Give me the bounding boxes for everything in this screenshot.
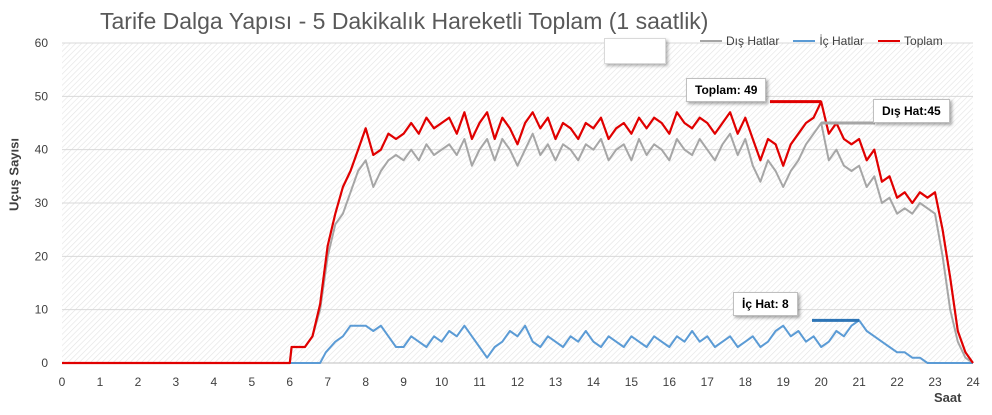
x-tick-label: 4 [210, 375, 217, 389]
y-axis-label: Uçuş Sayısı [4, 125, 22, 225]
x-tick-label: 11 [473, 375, 486, 389]
x-tick-label: 0 [59, 375, 66, 389]
series-line-toplam [62, 100, 974, 365]
x-tick-label: 15 [625, 375, 639, 389]
x-tick-label: 20 [814, 375, 828, 389]
legend-item-toplam: Toplam [878, 34, 943, 48]
x-tick-label: 5 [248, 375, 255, 389]
x-tick-label: 13 [549, 375, 563, 389]
x-tick-label: 7 [324, 375, 331, 389]
x-tick-label: 21 [852, 375, 866, 389]
legend-label-dis-hatlar: Dış Hatlar [726, 34, 780, 48]
x-tick-label: 22 [890, 375, 904, 389]
x-tick-label: 17 [701, 375, 715, 389]
legend-item-ic-hatlar: İç Hatlar [793, 34, 864, 48]
x-axis-label: Saat [934, 390, 962, 405]
x-tick-label: 9 [400, 375, 407, 389]
series-line-dis-hatlar [62, 122, 974, 364]
y-tick-label: 30 [35, 196, 49, 210]
x-tick-label: 18 [739, 375, 753, 389]
x-tick-label: 24 [966, 375, 980, 389]
x-tick-label: 2 [135, 375, 142, 389]
x-tick-label: 8 [362, 375, 369, 389]
y-tick-label: 50 [35, 89, 49, 103]
x-tick-label: 14 [587, 375, 601, 389]
x-tick-label: 3 [173, 375, 180, 389]
annotation-ic-hat: İç Hat: 8 [733, 292, 798, 316]
chart-legend: Dış Hatlar İç Hatlar Toplam [700, 34, 943, 48]
y-axis-label-text: Uçuş Sayısı [6, 138, 22, 211]
series-line-ic-hatlar [62, 319, 973, 364]
y-tick-label: 40 [35, 143, 49, 157]
legend-swatch-dis-hatlar [700, 40, 722, 42]
x-tick-label: 16 [663, 375, 677, 389]
chart-title: Tarife Dalga Yapısı - 5 Dakikalık Hareke… [100, 8, 709, 34]
legend-label-ic-hatlar: İç Hatlar [819, 34, 865, 48]
legend-swatch-toplam [878, 40, 901, 42]
y-tick-label: 10 [35, 303, 49, 317]
y-tick-label: 60 [35, 36, 49, 50]
x-tick-label: 19 [777, 375, 791, 389]
x-tick-label: 1 [97, 375, 104, 389]
annotation-toplam: Toplam: 49 [686, 78, 767, 102]
ghost-label-box [604, 38, 666, 64]
x-tick-label: 10 [435, 375, 449, 389]
legend-label-toplam: Toplam [904, 34, 943, 48]
legend-swatch-ic-hatlar [793, 40, 816, 42]
x-tick-label: 12 [511, 375, 525, 389]
legend-item-dis-hatlar: Dış Hatlar [700, 34, 779, 48]
annotation-dis-hat: Dış Hat:45 [873, 99, 950, 123]
y-tick-label: 0 [41, 356, 48, 370]
y-tick-label: 20 [35, 249, 49, 263]
x-tick-label: 6 [286, 375, 293, 389]
x-tick-label: 23 [928, 375, 942, 389]
